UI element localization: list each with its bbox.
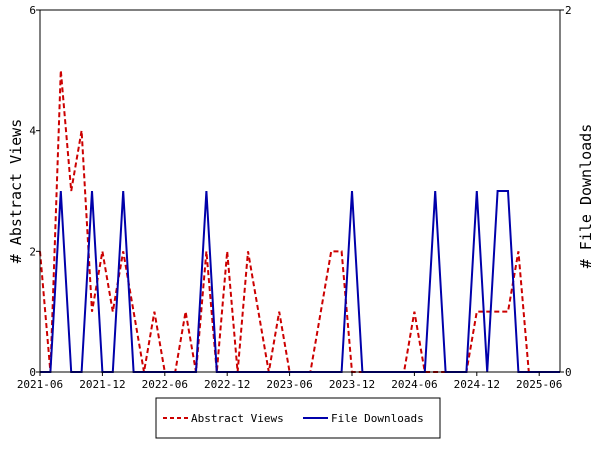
x-tick-label: 2025-06 — [516, 378, 562, 391]
x-tick-label: 2021-12 — [79, 378, 125, 391]
x-tick-label: 2023-12 — [329, 378, 375, 391]
x-tick-label: 2023-06 — [266, 378, 312, 391]
axes: 2021-06 2021-12 2022-06 2022-12 2023-06 2023-… — [17, 4, 572, 391]
y-right-tick-label: 2 — [565, 4, 572, 17]
y-right-axis-title: # File Downloads — [577, 124, 595, 269]
legend-box — [155, 397, 441, 439]
y-left-axis-title: # Abstract Views — [7, 119, 25, 264]
x-tick-label: 2021-06 — [17, 378, 63, 391]
y-right-tick-label: 0 — [565, 366, 572, 379]
legend-label-file-downloads: File Downloads — [331, 412, 424, 425]
y-left-tick-label: 2 — [29, 245, 36, 258]
x-tick-label: 2024-12 — [454, 378, 500, 391]
plot-frame — [39, 9, 561, 373]
legend: Abstract Views File Downloads — [155, 397, 441, 439]
x-tick-label: 2022-06 — [142, 378, 188, 391]
y-left-tick-label: 4 — [29, 125, 36, 138]
x-tick-label: 2024-06 — [391, 378, 437, 391]
x-tick-label: 2022-12 — [204, 378, 250, 391]
legend-label-abstract-views: Abstract Views — [191, 412, 284, 425]
y-left-tick-label: 6 — [29, 4, 36, 17]
y-left-tick-label: 0 — [29, 366, 36, 379]
